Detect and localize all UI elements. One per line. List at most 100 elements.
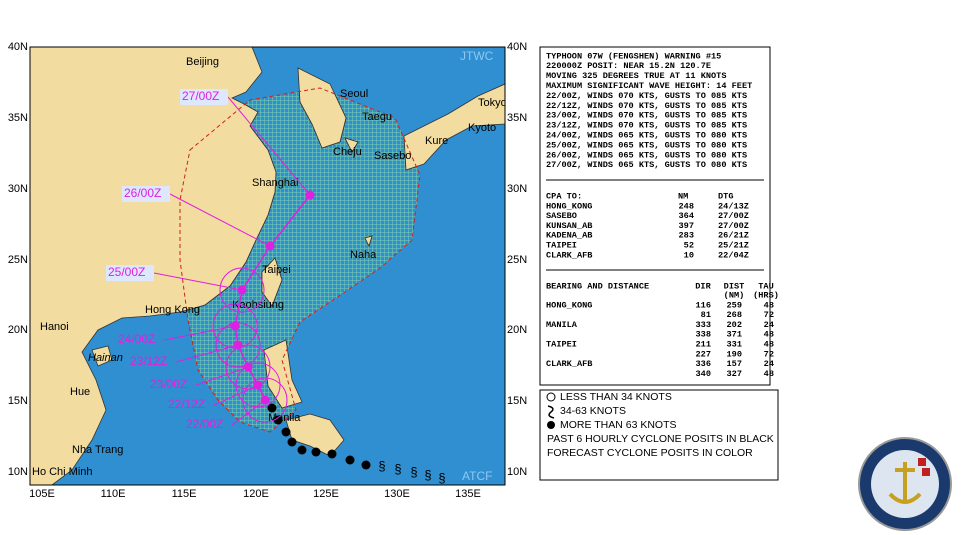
legend-symbol (547, 405, 555, 419)
bearing-cell: 48 (764, 339, 774, 349)
cpa-cell: CLARK_AFB (546, 250, 592, 260)
time-label-box (180, 89, 228, 105)
lat-label: 25N (8, 254, 28, 266)
lon-label: 105E (29, 488, 55, 500)
lon-label: 120E (243, 488, 269, 500)
cpa-cell: HONG_KONG (546, 201, 592, 211)
cpa-cell: 24/13Z (718, 201, 749, 211)
cpa-cell: TAIPEI (546, 240, 577, 250)
cpa-cell: 27/00Z (718, 221, 749, 231)
lat-label: 30N (8, 183, 28, 195)
past-position-symbol: § (424, 467, 431, 482)
leader-line (213, 384, 259, 406)
past-position (327, 449, 337, 459)
lon-label: 115E (172, 488, 197, 500)
past-position-symbol: § (410, 464, 417, 479)
place-label: Naha (350, 249, 377, 261)
past-position-symbol: § (438, 470, 445, 485)
cpa-cell: 27/00Z (718, 211, 749, 221)
bearing-header: DIST (724, 281, 745, 291)
system-label: ATCF (462, 469, 492, 483)
warning-line: 27/00Z, WINDS 065 KTS, GUSTS TO 080 KTS (546, 160, 747, 170)
time-label: 24/00Z (118, 332, 155, 346)
place-label: Hanoi (40, 321, 69, 333)
lat-label: 40N (8, 41, 28, 53)
place-label: Nha Trang (72, 444, 123, 456)
warning-line: MAXIMUM SIGNIFICANT WAVE HEIGHT: 14 FEET (546, 81, 752, 91)
lat-label: 35N (8, 112, 28, 124)
leader-line (163, 325, 236, 341)
legend-symbol (547, 421, 555, 429)
map-overlay: JTWC ATCF Beijing Seoul Tokyo Taegu Kyoto Kure C… (32, 49, 507, 485)
wind-radius (212, 303, 258, 349)
cpa-cell: 52 (684, 240, 694, 250)
lat-label: 20N (507, 324, 527, 336)
place-label: Sasebo (374, 150, 411, 162)
warning-line: 26/00Z, WINDS 065 KTS, GUSTS TO 080 KTS (546, 150, 747, 160)
place-label: Hainan (88, 352, 123, 364)
past-position (297, 445, 307, 455)
warning-line: 23/00Z, WINDS 070 KTS, GUSTS TO 085 KTS (546, 111, 747, 121)
wind-radius (219, 267, 265, 313)
place-label: Ho Chi Minh (32, 466, 93, 478)
place-label: Shanghai (252, 177, 299, 189)
time-label: 22/12Z (168, 397, 205, 411)
lon-label: 135E (455, 488, 481, 500)
past-position-symbol: § (394, 461, 401, 476)
bearing-cell: 371 (727, 330, 742, 340)
time-label: 22/00Z (186, 417, 223, 431)
warning-line: 22/00Z, WINDS 070 KTS, GUSTS TO 085 KTS (546, 91, 747, 101)
legend-item: 34-63 KNOTS (560, 405, 626, 417)
leader-line (169, 193, 271, 247)
bearing-header: TAU (758, 281, 773, 291)
bearing-cell: 268 (727, 310, 742, 320)
place-label: Manila (268, 412, 301, 424)
past-position (287, 437, 297, 447)
warning-line: 25/00Z, WINDS 065 KTS, GUSTS TO 080 KTS (546, 140, 747, 150)
lat-label: 30N (507, 183, 527, 195)
cpa-cell: 10 (684, 250, 694, 260)
bearing-header: DIR (695, 281, 711, 291)
logo-flag (922, 468, 930, 476)
warning-line: MOVING 325 DEGREES TRUE AT 11 KNOTS (546, 71, 727, 81)
place-label: Cheju (333, 146, 362, 158)
time-label: 23/12Z (130, 354, 167, 368)
warning-line: 23/12Z, WINDS 070 KTS, GUSTS TO 085 KTS (546, 121, 747, 131)
bearing-cell: HONG_KONG (546, 300, 592, 310)
legend-panel (539, 389, 779, 481)
bearing-cell: 227 (696, 349, 711, 359)
bearing-cell: 24 (764, 320, 774, 330)
past-position (267, 403, 277, 413)
bearing-subheader: (NM) (724, 290, 745, 300)
cpa-cell: 283 (679, 231, 694, 241)
lat-label: 20N (8, 324, 28, 336)
bearing-cell: 48 (764, 369, 774, 379)
past-position (361, 460, 371, 470)
bearing-cell: 259 (727, 300, 742, 310)
cpa-cell: 248 (679, 201, 694, 211)
lat-label: 40N (507, 41, 527, 53)
bearing-cell: 81 (701, 310, 711, 320)
bearing-subheader: (HRS) (753, 290, 779, 300)
place-label: Kyoto (468, 122, 496, 134)
cpa-header: CPA TO: (546, 191, 582, 201)
place-label: Tokyo (478, 97, 507, 109)
cpa-cell: 25/21Z (718, 240, 749, 250)
bearing-cell: TAIPEI (546, 339, 577, 349)
bearing-cell: 48 (764, 300, 774, 310)
map-frame (29, 46, 506, 486)
cpa-header: NM (678, 191, 688, 201)
bearing-cell: CLARK_AFB (546, 359, 592, 369)
wind-radius (242, 377, 288, 423)
time-label: 25/00Z (108, 265, 145, 279)
bearing-cell: 72 (764, 310, 774, 320)
leader-line (175, 344, 239, 363)
warning-line: TYPHOON 07W (FENGSHEN) WARNING #15 (546, 51, 721, 61)
lat-label: 15N (8, 395, 28, 407)
legend-item: FORECAST CYCLONE POSITS IN COLOR (547, 447, 753, 459)
agency-label: JTWC (460, 49, 494, 63)
lat-label: 25N (507, 254, 527, 266)
cpa-cell: SASEBO (546, 211, 577, 221)
bearing-cell: 116 (696, 300, 711, 310)
bearing-cell: 333 (696, 320, 711, 330)
